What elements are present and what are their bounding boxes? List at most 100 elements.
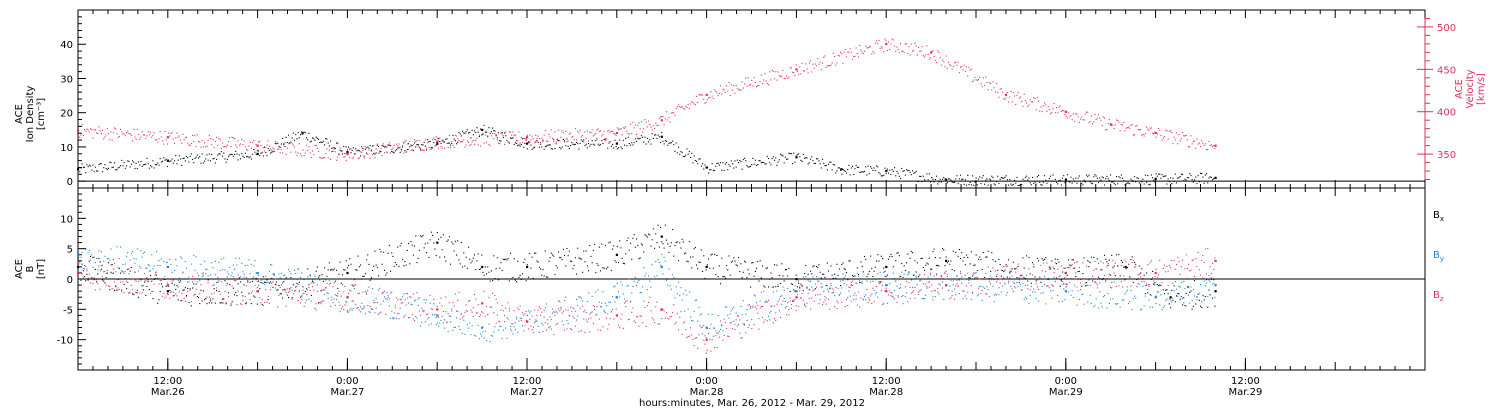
velocity-sample [438,147,440,149]
Bz-sample [1039,276,1041,278]
Bx-sample [660,226,662,229]
By-sample [1112,298,1114,300]
Bz-sample [296,285,298,288]
velocity-sample [1058,106,1060,108]
Bz-sample [1080,282,1082,284]
By-sample [1132,298,1134,300]
Bx-sample [662,243,664,245]
ion_density-sample [910,174,912,176]
ion_density-sample [697,163,699,165]
Bz-sample [1077,279,1079,281]
Bx-sample [393,265,395,267]
ion_density-sample [1012,183,1014,185]
Bz-sample [817,294,819,296]
Bz-sample [151,290,153,293]
Bz-sample [514,329,516,331]
By-sample [454,326,456,328]
By-sample [112,258,114,260]
Bz-sample [1011,275,1013,277]
velocity-sample [1137,128,1139,131]
By-sample [123,272,125,274]
ion_density-sample [1022,178,1024,180]
Bz-sample [678,329,680,331]
By-sample [513,326,515,328]
By-sample [390,317,392,319]
By-sample [967,291,969,293]
By-sample [698,306,700,309]
Bz-sample [1138,273,1140,275]
Bz-sample [432,308,434,310]
By-sample [810,280,812,282]
ion_density-sample [795,155,797,157]
Bx-sample [697,268,699,270]
Bx-sample [820,277,822,279]
Bx-sample [81,263,83,265]
Bz-sample [356,308,358,310]
By-sample [320,303,322,305]
By-sample [817,280,819,282]
By-sample [392,318,394,320]
velocity-sample [879,47,881,49]
velocity-sample [235,144,237,146]
velocity-sample [454,134,456,136]
ion_density-point [256,152,259,155]
Bz-sample [313,282,315,284]
Bx-sample [822,273,824,275]
Bx-sample [358,266,360,268]
By-sample [175,259,177,261]
ion_density-point [77,168,80,171]
By-sample [628,278,630,280]
ion_density-sample [993,183,995,185]
ion_density-sample [231,153,233,155]
Bz-sample [424,321,426,323]
Bz-sample [1024,284,1026,286]
By-sample [561,320,563,322]
By-sample [722,330,724,332]
ion_density-sample [547,144,549,146]
By-sample [529,312,531,314]
Bx-sample [997,269,999,272]
Bx-sample [896,252,898,254]
velocity-sample [948,61,950,64]
Bz-sample [718,336,720,338]
By-sample [441,305,443,307]
Bx-sample [213,288,215,290]
Bz-sample [1063,267,1065,269]
Bx-sample [102,279,104,281]
Bz-sample [403,293,405,295]
Bx-sample [758,280,760,282]
Bx-sample [889,256,891,258]
ion_density-sample [637,137,639,139]
Bx-sample [342,274,344,276]
ion_density-sample [843,169,845,172]
velocity-sample [200,146,202,149]
By-sample [1002,285,1004,287]
velocity-sample [1045,104,1047,106]
By-sample [822,286,824,288]
By-sample [985,273,987,275]
ion_density-sample [882,175,884,177]
By-sample [625,305,627,308]
velocity-sample [354,153,356,155]
Bx-sample [93,279,95,281]
velocity-sample [331,151,333,153]
velocity-sample [268,145,270,147]
Bz-sample [328,283,330,285]
ion_density-sample [1015,182,1017,184]
velocity-sample [448,134,450,136]
Bx-sample [1053,267,1055,270]
velocity-sample [927,53,929,56]
velocity-sample [494,133,496,135]
Bx-sample [140,279,142,281]
Bz-sample [609,318,611,320]
By-sample [859,280,861,282]
ion_density-sample [122,165,124,167]
Bz-sample [939,277,941,280]
Bz-sample [346,311,348,313]
Bz-sample [1132,260,1134,262]
ion_density-sample [1023,180,1025,182]
Bx-sample [1176,295,1178,297]
ion_density-sample [741,168,743,170]
ion_density-sample [1174,173,1176,175]
ion_density-sample [446,138,448,140]
